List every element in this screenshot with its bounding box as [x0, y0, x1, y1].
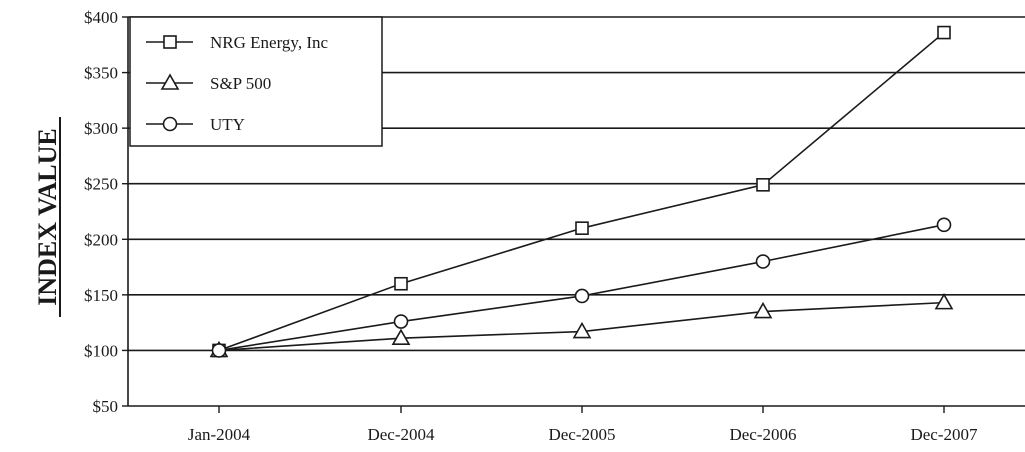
data-point-triangle [934, 293, 954, 310]
x-tick-label: Dec-2007 [910, 425, 978, 444]
y-tick-label: $150 [84, 286, 118, 305]
data-point-circle [574, 288, 590, 304]
data-point-square [756, 178, 770, 192]
x-tick-label: Jan-2004 [188, 425, 251, 444]
data-point-square [575, 221, 589, 235]
data-point-triangle [391, 328, 411, 346]
x-tick-label: Dec-2006 [729, 425, 796, 444]
data-point-triangle [753, 301, 773, 319]
data-point-circle [936, 217, 952, 233]
y-tick-label: $350 [84, 64, 118, 83]
y-tick-label: $50 [93, 397, 119, 416]
series-markers [209, 25, 954, 358]
y-tick-label: $300 [84, 119, 118, 138]
x-tick-label: Dec-2005 [548, 425, 615, 444]
legend-marker-triangle [160, 73, 180, 90]
data-point-circle [211, 343, 227, 358]
x-tick-label: Dec-2004 [367, 425, 435, 444]
data-point-square [394, 276, 408, 291]
data-point-circle [393, 314, 409, 329]
y-tick-label: $100 [84, 341, 118, 360]
y-axis-title: INDEX VALUE [33, 128, 62, 305]
data-point-triangle [572, 321, 592, 339]
legend: NRG Energy, Inc S&P 500 UTY [129, 16, 383, 147]
y-tick-label: $400 [84, 8, 118, 27]
data-point-circle [755, 254, 771, 269]
axis-labels: INDEX VALUE [33, 117, 62, 317]
legend-marker-square [163, 35, 177, 49]
legend-label: NRG Energy, Inc [210, 33, 328, 52]
legend-marker-circle [162, 116, 178, 132]
axes: $50 $100 $150 $200 $250 $300 $350 $400 Jan-2004 D… [84, 8, 1025, 444]
legend-label: S&P 500 [210, 74, 271, 93]
data-point-square [937, 25, 951, 40]
y-tick-label: $250 [84, 175, 118, 194]
y-tick-label: $200 [84, 230, 118, 249]
legend-label: UTY [210, 115, 245, 134]
